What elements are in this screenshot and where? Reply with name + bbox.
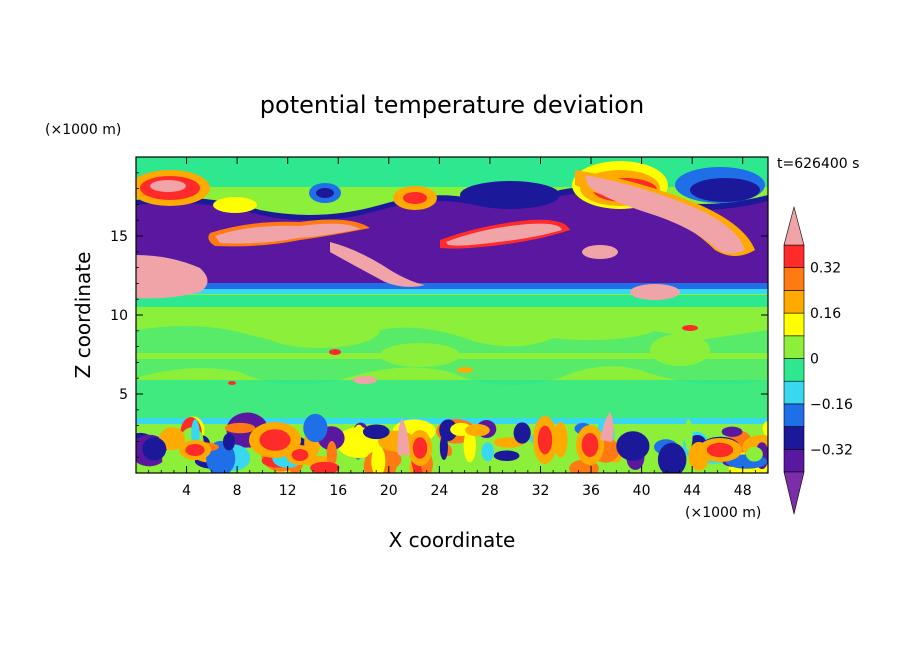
field-cell (224, 422, 256, 434)
time-label: t=626400 s (777, 156, 859, 172)
field-cell (684, 419, 693, 451)
colorbar-box (783, 244, 805, 269)
field-cell (326, 441, 337, 467)
y-tick-label: 10 (110, 308, 128, 324)
x-tick-label: 24 (430, 483, 448, 499)
x-tick-label: 20 (380, 483, 398, 499)
field-cell (303, 413, 328, 443)
field-cell (435, 455, 468, 473)
x-tick-label: 32 (532, 483, 550, 499)
field-cell (721, 426, 743, 437)
x-tick-label: 4 (182, 483, 191, 499)
x-axis-label: X coordinate (389, 528, 516, 552)
field-cell (745, 446, 763, 462)
field-cell (439, 434, 448, 460)
y-tick-label: 5 (119, 387, 128, 403)
x-axis-ticks: 4 8 12 16 20 24 28 32 36 40 44 48 (148, 157, 756, 499)
x-tick-label: 40 (633, 483, 651, 499)
field-cell (463, 429, 476, 463)
colorbar-box (783, 267, 805, 291)
field-cell (158, 427, 185, 451)
x-tick-label: 12 (279, 483, 297, 499)
x-tick-label: 28 (481, 483, 499, 499)
colorbar-bottom-arrow (783, 471, 805, 515)
field-cell (481, 442, 494, 462)
colorbar-label: −0.16 (810, 397, 853, 413)
field-cell (465, 424, 490, 437)
x-tick-label: 8 (233, 483, 242, 499)
field-cell (657, 442, 687, 473)
colorbar-label: 0 (810, 352, 819, 368)
field-cell (553, 421, 568, 458)
colorbar-box (783, 312, 805, 337)
field-cell (493, 450, 520, 462)
colorbar-label: 0.16 (810, 306, 841, 322)
y-axis-label: Z coordinate (71, 252, 95, 379)
x-unit-label: (×1000 m) (685, 505, 761, 521)
field-cell (616, 431, 650, 461)
x-tick-label: 16 (329, 483, 347, 499)
colorbar: 0.32 0.16 0 −0.16 −0.32 (783, 205, 853, 515)
colorbar-box (783, 448, 805, 473)
plume (397, 418, 410, 455)
x-tick-label: 36 (582, 483, 600, 499)
colorbar-top-arrow (783, 205, 805, 246)
colorbar-box (783, 335, 805, 359)
warm-core (706, 442, 734, 458)
x-tick-label: 48 (734, 483, 752, 499)
colorbar-box (783, 403, 805, 427)
field-cell (362, 424, 390, 440)
warm-core (537, 425, 553, 455)
warm-core (259, 429, 291, 451)
warm-core (291, 449, 309, 461)
colorbar-box (783, 426, 805, 450)
field-cell (142, 437, 167, 461)
warm-core (185, 444, 205, 456)
colorbar-label: −0.32 (810, 442, 853, 458)
warm-core (412, 437, 428, 459)
y-unit-label: (×1000 m) (45, 122, 121, 138)
colorbar-box (783, 358, 805, 382)
field-cell (513, 422, 531, 444)
colorbar-label: 0.32 (810, 261, 841, 277)
x-tick-label: 44 (683, 483, 701, 499)
field-cell (762, 421, 768, 436)
colorbar-box (783, 380, 805, 405)
colorbar-box (783, 290, 805, 314)
field-cell (371, 446, 386, 473)
y-tick-label: 15 (110, 229, 128, 245)
field-cell (222, 433, 235, 451)
plume (600, 412, 614, 442)
y-axis-ticks: 5 10 15 (110, 172, 768, 458)
field-cell (310, 461, 340, 473)
warm-core (581, 433, 599, 457)
contour-field (136, 157, 768, 473)
chart-title: potential temperature deviation (260, 91, 644, 119)
